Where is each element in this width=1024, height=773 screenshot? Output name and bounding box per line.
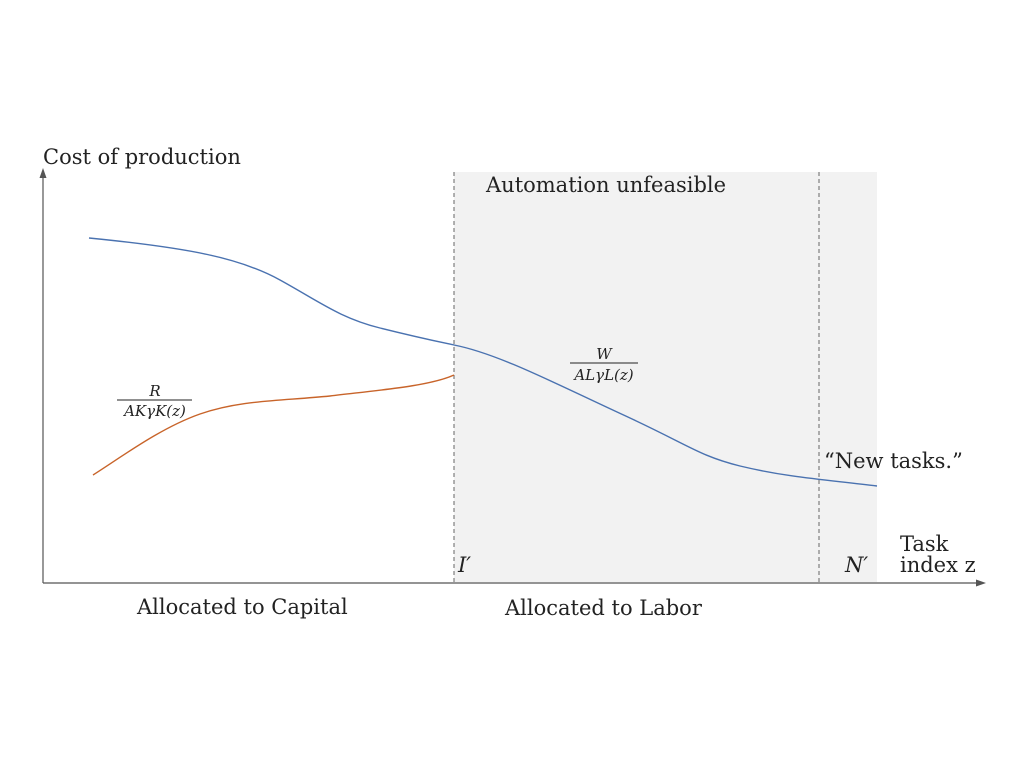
capital-cost-denominator: AKγK(z) (122, 402, 186, 420)
labor-cost-numerator: W (596, 345, 613, 363)
x-axis-arrow-icon (976, 579, 986, 587)
new-tasks-label: “New tasks.” (824, 449, 963, 473)
capital-cost-numerator: R (148, 382, 160, 400)
x-axis-label-task: Task (900, 532, 949, 556)
capital-cost-curve (92, 374, 455, 476)
allocated-to-capital-label: Allocated to Capital (136, 595, 348, 619)
y-axis-label: Cost of production (43, 145, 241, 169)
automation-unfeasible-label: Automation unfeasible (485, 173, 726, 197)
I-prime-marker: I′ (457, 553, 471, 577)
capital-cost-fraction: R AKγK(z) (117, 382, 192, 420)
y-axis-arrow-icon (39, 168, 47, 178)
labor-cost-fraction: W ALγL(z) (570, 345, 638, 384)
labor-cost-denominator: ALγL(z) (572, 366, 633, 384)
N-prime-marker: N′ (844, 553, 868, 577)
automation-unfeasible-region (454, 172, 877, 582)
allocated-to-labor-label: Allocated to Labor (504, 596, 703, 620)
labor-cost-curve (88, 237, 878, 487)
x-axis-label-index: index z (900, 553, 976, 577)
